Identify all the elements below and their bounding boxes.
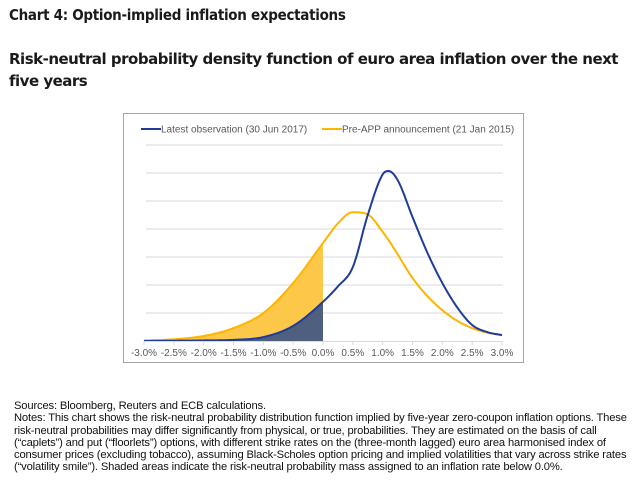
x-tick-label: 0.5%	[341, 348, 364, 359]
shaded-area-latest	[144, 301, 323, 341]
shaded-area-pre-app	[144, 243, 323, 341]
legend-item-latest[interactable]: Latest observation (30 Jun 2017)	[141, 125, 307, 136]
x-tick-label: -1.0%	[250, 348, 276, 359]
legend-label-latest: Latest observation (30 Jun 2017)	[161, 125, 307, 136]
legend-label-pre-app: Pre-APP announcement (21 Jan 2015)	[342, 125, 514, 136]
x-tick-label: -0.5%	[280, 348, 306, 359]
sources-note: Sources: Bloomberg, Reuters and ECB calc…	[14, 400, 266, 412]
notes-text: Notes: This chart shows the risk-neutral…	[14, 412, 627, 474]
series-line-pre-app	[143, 211, 503, 342]
x-tick-label: 1.5%	[401, 348, 424, 359]
x-tick-label: 1.0%	[371, 348, 394, 359]
legend-item-pre-app[interactable]: Pre-APP announcement (21 Jan 2015)	[322, 125, 514, 136]
x-tick-label: 2.0%	[431, 348, 454, 359]
legend: Latest observation (30 Jun 2017) Pre-APP…	[141, 125, 514, 136]
x-tick-label: 3.0%	[491, 348, 514, 359]
x-tick-label: -1.5%	[220, 348, 246, 359]
x-tick-label: -3.0%	[131, 348, 157, 359]
x-axis: -3.0% -2.5% -2.0% -1.5% -1.0% -0.5% 0.0% 0.5% 1.…	[131, 341, 514, 359]
x-tick-label: -2.0%	[191, 348, 217, 359]
series-line-latest	[143, 170, 503, 342]
x-tick-label: -2.5%	[161, 348, 187, 359]
x-tick-label: 2.5%	[461, 348, 484, 359]
series-lines	[143, 170, 503, 342]
chart-footnotes: Sources: Bloomberg, Reuters and ECB calc…	[14, 400, 629, 474]
shaded-areas	[144, 243, 323, 341]
chart-subtitle: Risk-neutral probability density functio…	[9, 50, 618, 90]
chart-number-title: Chart 4: Option-implied inflation expect…	[9, 6, 346, 24]
x-tick-label: 0.0%	[312, 348, 335, 359]
